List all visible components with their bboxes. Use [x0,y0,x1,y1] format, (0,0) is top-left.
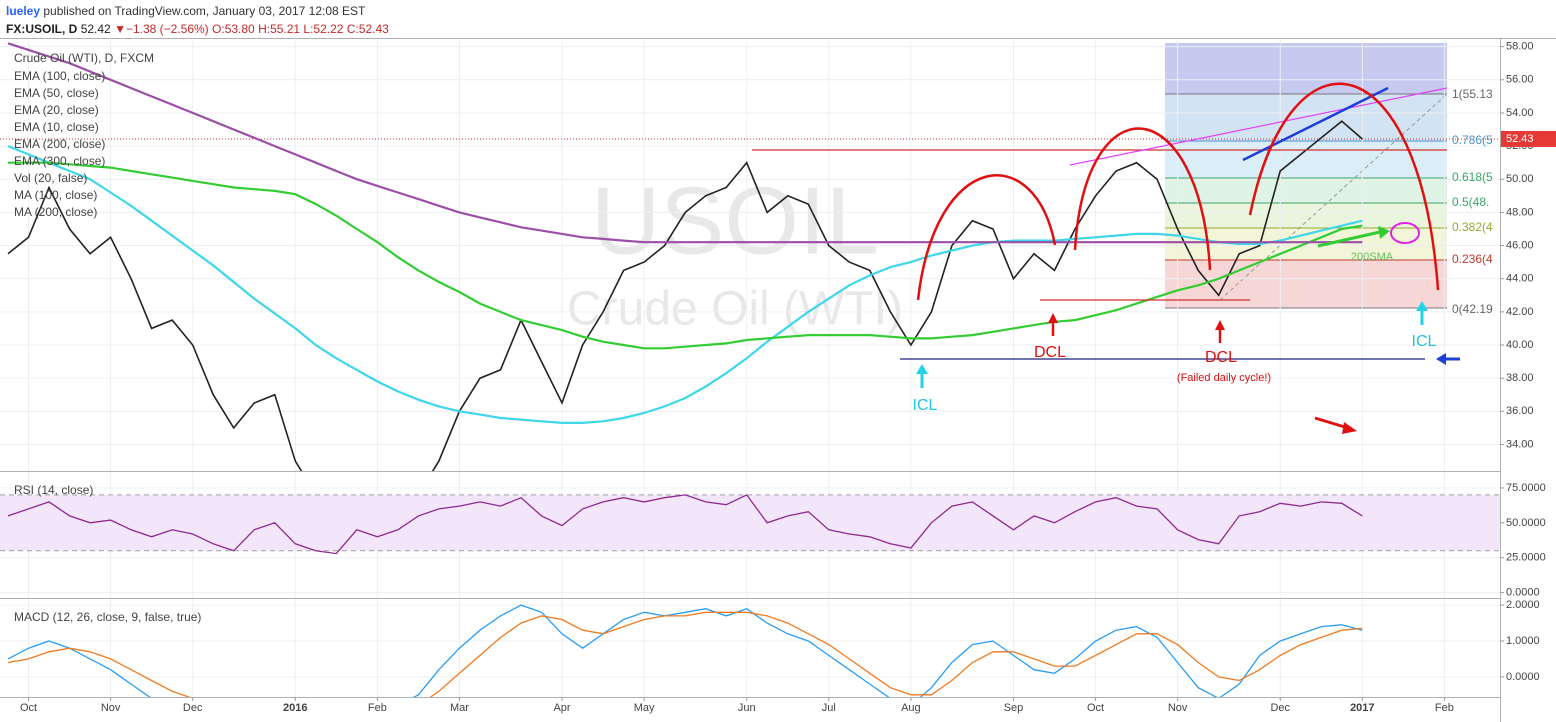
legend-entry: EMA (300, close) [14,154,105,168]
x-tick-label: Jun [738,702,756,714]
annotation: 0.236(4 [1452,252,1493,266]
y-tick-label: 56.00 [1506,74,1534,86]
x-tick-label: Oct [20,702,37,714]
legend-entry: EMA (20, close) [14,103,99,117]
watermark: Crude Oil (WTI) [567,283,903,336]
pane-borders [0,38,1556,722]
annotation: 1(55.13 [1452,87,1493,101]
legend-entry: EMA (10, close) [14,120,99,134]
y-tick-label: 54.00 [1506,107,1534,119]
series-line [7,604,1363,697]
series-line [7,494,1363,555]
y-tick-label: 46.00 [1506,239,1534,251]
annotation: DCL [1034,344,1066,361]
y-tick-label: 50.0000 [1506,517,1546,529]
legend-entry: EMA (50, close) [14,86,99,100]
macd-pane [0,599,1500,697]
y-tick-label: 58.00 [1506,41,1534,53]
arrow: ▼ [114,22,126,36]
rsi-pane [0,472,1500,598]
annotation: ICL [1412,333,1437,350]
last-price-label: 52.43 [1506,133,1534,145]
series-line [8,161,1363,350]
y-tick-label: 34.00 [1506,438,1534,450]
ohlc: O:53.80 H:55.21 L:52.22 C:52.43 [212,22,389,36]
annotation: 0.786(5 [1452,133,1493,147]
x-tick-label: Mar [450,702,469,714]
series-line [7,120,1363,471]
legend-entry: EMA (200, close) [14,137,105,151]
y-tick-label: 40.00 [1506,339,1534,351]
legend-entry: EMA (100, close) [14,69,105,83]
annotation: 0.5(48. [1452,195,1489,209]
legend-entry: MA (100, close) [14,188,97,202]
x-tick-label: Apr [553,702,570,714]
series-line [7,42,1363,244]
rsi-band [0,494,1500,551]
pane-title: Crude Oil (WTI), D, FXCM [14,51,154,65]
drawings: ICL ICL DCL DCL (Failed daily cycle!) 200SMA 1… [752,82,1493,434]
y-tick-label: 50.00 [1506,173,1534,185]
y-tick-label: 25.0000 [1506,552,1546,564]
y-tick-label: 0.0000 [1506,671,1540,683]
header-line: lueley published on TradingView.com, Jan… [6,4,366,18]
pane-title: MACD (12, 26, close, 9, false, true) [14,610,201,624]
series-line [7,145,1363,424]
user[interactable]: lueley [6,4,40,18]
annotation: 0.618(5 [1452,170,1493,184]
annotation: ICL [913,397,938,414]
y-tick-label: 0.0000 [1506,587,1540,599]
published: published on TradingView.com, January 03… [43,4,366,18]
x-tick-label: Nov [1168,702,1188,714]
x-tick-label: May [634,702,655,714]
y-tick-label: 48.00 [1506,206,1534,218]
x-tick-label: Dec [1270,702,1290,714]
y-tick-label: 75.0000 [1506,482,1546,494]
last: 52.42 [81,22,111,36]
y-tick-label: 44.00 [1506,273,1534,285]
symbol-line: FX:USOIL, D 52.42 ▼−1.38 (−2.56%) O:53.8… [6,22,389,36]
change: −1.38 (−2.56%) [126,22,209,36]
annotation: 200SMA [1351,251,1394,263]
y-tick-label: 2.0000 [1506,599,1540,611]
x-tick-label: Dec [183,702,203,714]
annotation: (Failed daily cycle!) [1177,372,1271,384]
annotation: DCL [1205,349,1237,366]
x-tick-label: Jul [822,702,836,714]
x-tick-label: Feb [1435,702,1454,714]
price-pane [0,40,1500,471]
pane-title: RSI (14, close) [14,483,93,497]
y-tick-label: 38.00 [1506,372,1534,384]
x-tick-label: Aug [901,702,921,714]
y-tick-label: 42.00 [1506,306,1534,318]
annotation: 0(42.19 [1452,302,1493,316]
x-tick-label: Sep [1004,702,1024,714]
y-tick-label: 36.00 [1506,405,1534,417]
x-tick-label: Feb [368,702,387,714]
x-tick-label: Nov [101,702,121,714]
legend-entry: MA (200, close) [14,205,97,219]
last-price-tag [1501,130,1556,147]
symbol: FX:USOIL, D [6,22,78,36]
x-tick-label: Oct [1087,702,1104,714]
y-tick-label: 1.0000 [1506,635,1540,647]
fib-retracement [1165,43,1448,309]
x-tick-label: 2016 [283,702,307,714]
x-tick-label: 2017 [1350,702,1374,714]
series-line [7,611,1363,697]
watermark: USOIL [591,167,879,274]
annotation: 0.382(4 [1452,220,1493,234]
legend-entry: Vol (20, false) [14,171,87,185]
